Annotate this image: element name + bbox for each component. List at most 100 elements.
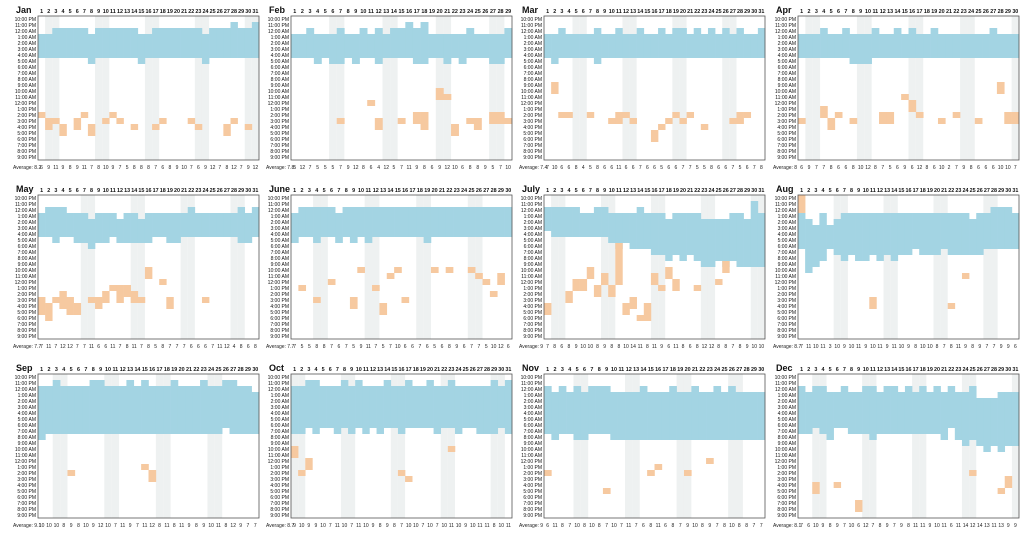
day-number: 26 [470,367,476,373]
day-number: 6 [836,367,839,373]
day-number: 9 [352,188,355,194]
daily-count-label: 9 [864,344,867,350]
day-number: 26 [217,188,223,194]
sleep-bar [159,28,167,58]
daily-count-label: 9 [1007,344,1010,350]
nap-bar [87,297,96,303]
day-number: 30 [252,367,258,373]
hour-label: 10:00 AM [15,89,36,95]
day-number: 29 [505,9,511,15]
day-number: 13 [887,9,893,15]
hour-label: 11:00 PM [15,202,36,208]
day-number: 15 [142,367,148,373]
sleep-bar [856,34,865,64]
day-number: 4 [822,9,825,15]
day-number: 9 [605,367,608,373]
daily-count-label: 8 [610,344,613,350]
day-number: 26 [977,367,983,373]
day-number: 26 [223,367,229,373]
sleep-bar [629,34,637,58]
sleep-bar [173,213,181,243]
day-number: 30 [1005,367,1011,373]
weekend-column [60,374,68,518]
day-number: 20 [939,9,945,15]
daily-count-label: 9 [386,523,389,529]
hour-label: 10:00 PM [521,196,542,202]
daily-count-label: 11 [110,344,115,350]
daily-count-label: 8 [596,165,599,171]
day-number: 18 [920,367,926,373]
hour-label: 1:00 AM [18,35,36,41]
day-number: 28 [998,9,1004,15]
daily-count-label: 8 [140,165,143,171]
daily-count-label: 6 [337,344,340,350]
sleep-bar [643,213,652,249]
daily-count-label: 8 [970,165,973,171]
hour-label: 10:00 AM [521,447,542,453]
sleep-bar [983,213,991,249]
day-number: 18 [670,367,676,373]
nap-bar [798,118,806,124]
daily-count-label: 11 [942,523,947,529]
nap-bar [148,470,157,482]
daily-count-label: 6 [800,165,803,171]
nap-bar [683,470,692,476]
daily-count-label: 11 [956,523,961,529]
hour-label: 4:00 AM [18,53,36,59]
sleep-bar [715,219,723,261]
daily-count-label: 6 [664,523,667,529]
nap-bar [658,124,666,130]
month-title: May [16,184,34,194]
day-number: 8 [598,367,601,373]
day-number: 21 [439,188,445,194]
day-number: 10 [105,367,111,373]
weekend-column [144,16,153,160]
day-number: 4 [567,188,570,194]
hour-label: 4:00 PM [17,304,36,310]
hour-label: 6:00 AM [271,244,289,250]
day-number: 21 [946,9,952,15]
daily-count-label: 9 [455,344,458,350]
hour-label: 9:00 PM [777,334,796,340]
day-number: 11 [112,367,118,373]
day-number: 16 [655,367,661,373]
weekend-column [397,374,406,518]
hour-label: 5:00 AM [18,417,36,423]
sleep-bar [862,386,870,434]
weekend-column [111,374,120,518]
weekend-column [983,195,991,339]
sleep-bar [915,34,924,58]
day-number: 25 [970,367,976,373]
hour-label: 4:00 PM [523,483,542,489]
daily-count-label: 9 [836,523,839,529]
hour-label: 5:00 PM [523,310,542,316]
sleep-bar [469,386,477,428]
average-label: Average: 7.7 [266,344,294,350]
daily-count-label: 6 [404,344,407,350]
hour-label: 9:00 AM [524,83,542,89]
daily-count-label: 6 [40,165,43,171]
daily-count-label: 10 [406,523,412,529]
day-number: 5 [829,367,832,373]
sleep-bar [201,213,210,237]
hour-label: 5:00 PM [270,489,289,495]
daily-count-label: 9 [843,344,846,350]
sleep-bar [359,28,368,58]
hour-label: 7:00 AM [778,429,796,435]
daily-count-label: 11 [356,523,361,529]
sleep-bar [636,28,645,58]
nap-bar [38,297,46,315]
daily-count-label: 9 [907,344,910,350]
sleep-bar [912,392,920,434]
hour-label: 12:00 AM [775,29,796,35]
day-number: 29 [744,9,750,15]
sleep-bar [722,28,730,58]
month-chart-svg: Aug 1 2 3 4 5 6 7 8 9 10 11 12 13 14 15 16 17 18 19 20 21 22 23… [773,184,1020,350]
hour-label: 2:00 PM [270,113,289,119]
daily-count-label: 7 [400,523,403,529]
sleep-bar [445,207,454,237]
day-number: 4 [316,9,319,15]
sleep-bar [976,398,984,446]
sleep-bar [558,28,566,58]
average-label: Average: 7.4 [519,165,547,171]
